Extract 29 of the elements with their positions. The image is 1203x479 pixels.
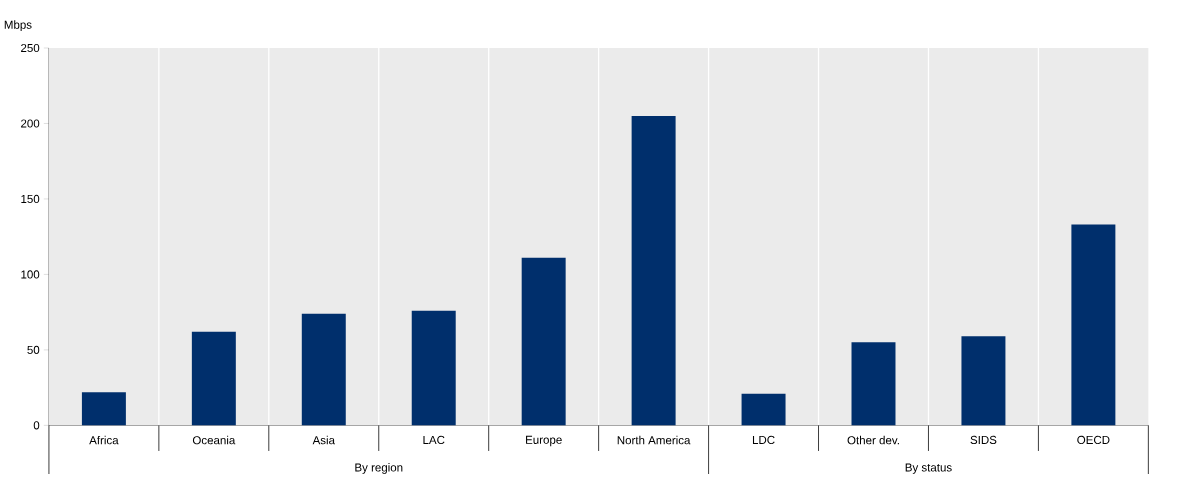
bar — [81, 392, 126, 426]
x-tick-label: SIDS — [970, 435, 997, 445]
x-tick-label: Other dev. — [847, 435, 899, 445]
x-tick-label: LAC — [423, 435, 445, 445]
text: By status — [905, 463, 952, 474]
bar — [411, 310, 456, 426]
bar — [851, 342, 896, 426]
y-axis-title: Mbps — [4, 20, 32, 32]
y-tick-label: 0 — [33, 421, 40, 430]
x-tick-label: Europe — [526, 435, 562, 447]
x-tick-label: OECD — [1077, 435, 1110, 445]
y-tick-label: 50 — [27, 345, 40, 355]
bar — [631, 116, 676, 426]
x-tick-label: Oceania — [192, 435, 236, 445]
x-tick-label: Africa — [89, 435, 119, 445]
y-tick-label: 100 — [21, 270, 40, 279]
bar — [191, 331, 236, 426]
bar — [301, 313, 346, 426]
x-tick-label: Asia — [312, 435, 335, 445]
y-tick-label: 250 — [21, 44, 40, 53]
y-tick-label: 150 — [21, 194, 40, 204]
bar — [1071, 224, 1116, 426]
bar — [521, 257, 566, 426]
x-tick-label: LDC — [752, 435, 775, 445]
bar — [741, 393, 786, 426]
y-tick-label: 200 — [21, 119, 40, 128]
bar — [961, 336, 1006, 426]
x-tick-label: North America — [617, 435, 691, 445]
text: By region — [355, 463, 403, 474]
